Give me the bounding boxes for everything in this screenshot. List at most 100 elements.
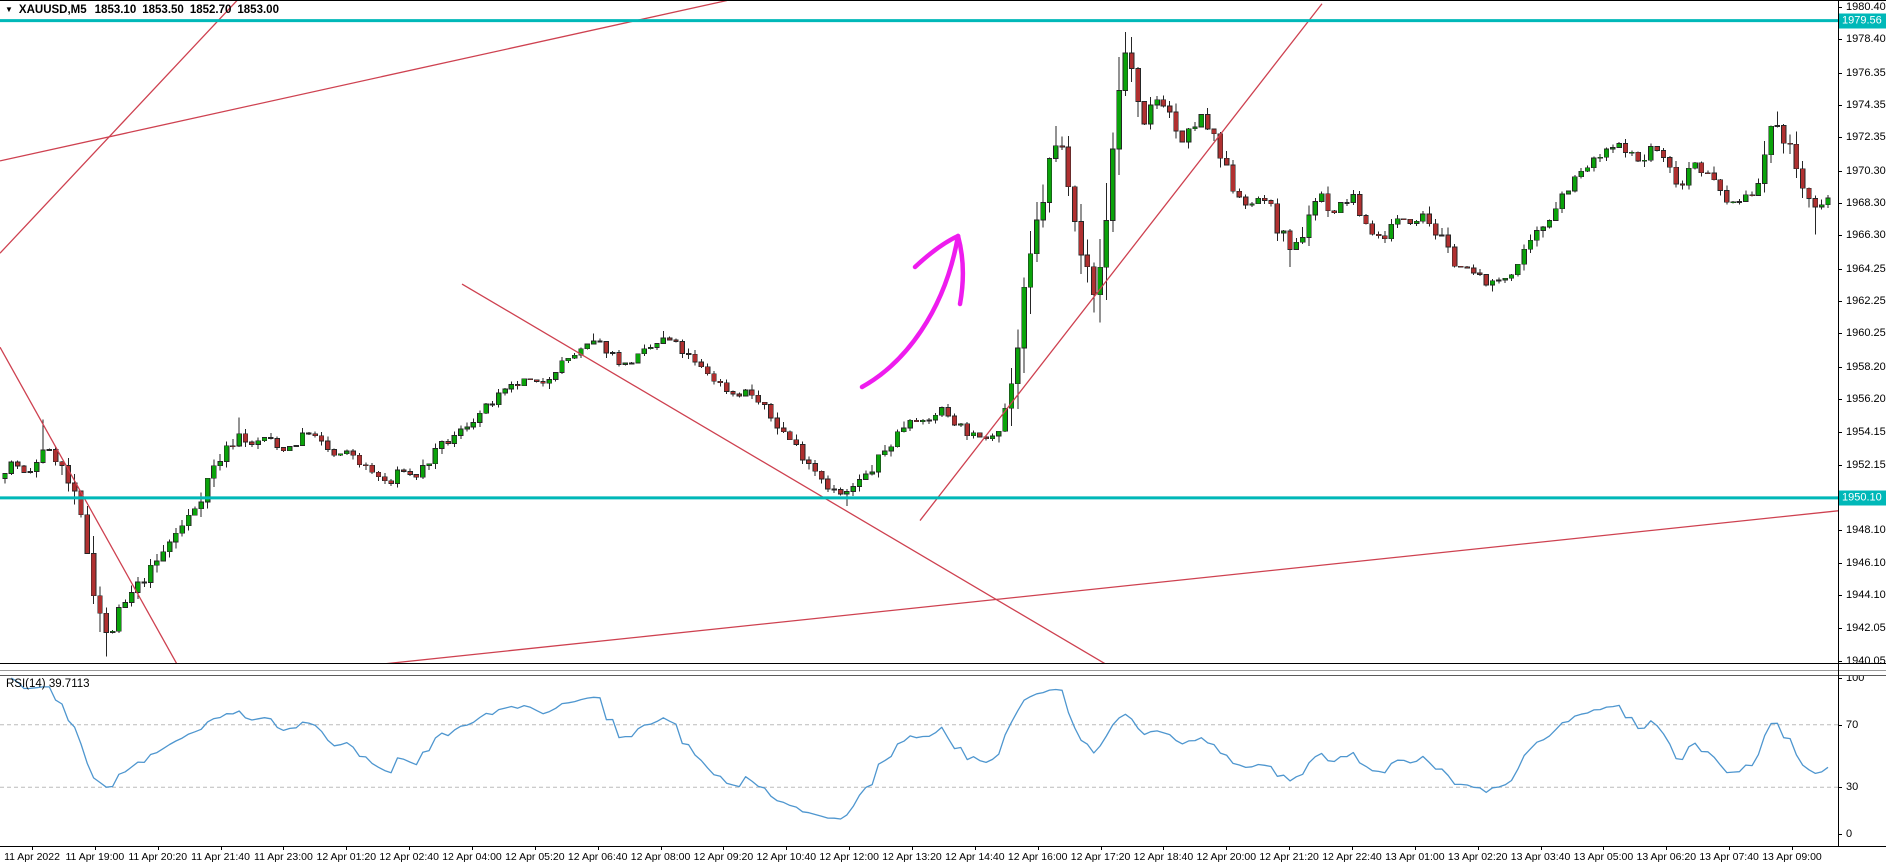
rsi-scale-tick [1838, 678, 1842, 679]
bear-candle-body [1711, 172, 1717, 181]
bull-candle-body [1553, 208, 1559, 221]
bear-candle-body [711, 373, 717, 382]
bear-candle-body [369, 464, 375, 473]
bull-candle-body [255, 440, 261, 446]
bull-candle-body [565, 357, 572, 362]
bull-candle-body [464, 426, 470, 430]
price-label: 1948.10 [1846, 524, 1886, 537]
bull-candle-body [1154, 99, 1160, 106]
bear-candle-body [698, 361, 704, 368]
bear-candle-body [356, 454, 363, 466]
bear-candle-body [1369, 223, 1375, 235]
quote-high: 1853.50 [142, 4, 184, 16]
price-tick [1838, 464, 1842, 466]
bear-candle-body [1781, 125, 1787, 144]
bear-candle-body [1445, 234, 1451, 248]
bull-candle-body [647, 347, 654, 350]
candles-group [2, 32, 1831, 657]
bear-candle-body [1059, 145, 1065, 148]
bear-candle-body [534, 379, 540, 383]
bull-candle-body [1559, 193, 1565, 210]
bear-candle-body [1268, 200, 1274, 205]
time-label: 12 Apr 04:00 [442, 851, 502, 863]
quote-open: 1853.10 [94, 4, 137, 16]
bear-candle-body [1274, 203, 1281, 234]
bear-candle-body [799, 444, 806, 461]
time-tick [157, 846, 159, 850]
time-axis-line [0, 846, 1886, 847]
price-tick [1838, 366, 1842, 368]
bull-candle-body [1388, 223, 1394, 240]
bull-candle-body [261, 436, 268, 442]
bear-candle-body [52, 449, 59, 463]
bull-candle-body [1736, 200, 1743, 203]
trendline [0, 1, 728, 162]
bull-candle-body [287, 446, 293, 452]
time-label: 12 Apr 20:00 [1196, 851, 1257, 863]
bull-candle-body [1312, 201, 1319, 216]
bull-candle-body [147, 564, 154, 583]
price-tick [1838, 530, 1842, 532]
price-label: 1972.35 [1846, 131, 1886, 144]
price-tick [1838, 137, 1842, 139]
time-tick [974, 846, 976, 850]
bear-candle-body [818, 470, 825, 480]
time-label: 13 Apr 09:00 [1762, 851, 1822, 863]
one-click-trading-dropdown-icon[interactable]: ▼ [5, 5, 13, 14]
bear-candle-body [382, 476, 388, 482]
bull-candle-body [1565, 190, 1572, 195]
price-tick [1838, 7, 1842, 8]
pane-divider[interactable] [0, 670, 1886, 676]
main-pane-bottom-border [0, 663, 1886, 664]
bear-candle-body [65, 465, 71, 484]
bull-candle-body [394, 469, 401, 484]
bull-candle-body [1603, 148, 1610, 158]
bull-candle-body [1040, 202, 1046, 221]
bear-candle-body [1261, 197, 1268, 201]
bull-candle-body [850, 486, 856, 492]
bull-candle-body [1293, 241, 1300, 251]
time-label: 12 Apr 05:20 [505, 851, 565, 863]
time-label: 12 Apr 06:40 [567, 851, 628, 863]
bear-candle-body [1382, 235, 1388, 240]
bear-candle-body [1167, 105, 1173, 113]
bear-candle-body [1470, 267, 1477, 274]
price-label: 1956.20 [1846, 393, 1886, 406]
bull-candle-body [211, 465, 217, 479]
bull-candle-body [185, 514, 192, 527]
quote-low: 1852.70 [189, 4, 232, 16]
bear-candle-body [1401, 218, 1407, 221]
bull-candle-body [33, 462, 40, 472]
bull-candle-body [470, 422, 477, 428]
rsi-indicator-pane[interactable] [0, 674, 1886, 846]
bull-candle-body [1584, 167, 1591, 172]
bull-candle-body [1496, 279, 1502, 282]
trendline [0, 346, 178, 663]
price-tick [1838, 399, 1842, 401]
time-label: 11 Apr 21:40 [191, 851, 250, 863]
price-label: 1968.30 [1846, 197, 1886, 210]
bull-candle-body [1021, 286, 1027, 349]
main-chart-area[interactable] [0, 1, 1886, 663]
time-tick [1666, 846, 1668, 850]
bear-candle-body [1698, 162, 1705, 174]
bull-candle-body [1743, 194, 1749, 202]
bear-candle-body [1356, 194, 1363, 216]
bull-candle-body [894, 431, 901, 448]
bull-candle-body [1394, 218, 1401, 225]
price-label: 1974.35 [1846, 99, 1886, 111]
price-label: 1978.40 [1846, 33, 1886, 46]
bull-candle-body [1825, 197, 1831, 206]
trendline [461, 283, 1106, 663]
price-label: 1976.35 [1846, 66, 1886, 79]
bull-candle-body [1103, 220, 1110, 268]
bull-candle-body [926, 419, 932, 422]
bear-candle-body [312, 433, 318, 437]
bull-candle-body [1762, 154, 1768, 184]
price-label: 1940.05 [1846, 654, 1886, 667]
symbol-title: ▼ XAUUSD,M5 1853.10 1853.50 1852.70 1853… [5, 4, 279, 16]
bear-candle-body [1464, 266, 1470, 269]
bull-candle-body [920, 419, 926, 423]
bull-candle-body [299, 432, 306, 446]
bull-candle-body [1148, 104, 1154, 125]
